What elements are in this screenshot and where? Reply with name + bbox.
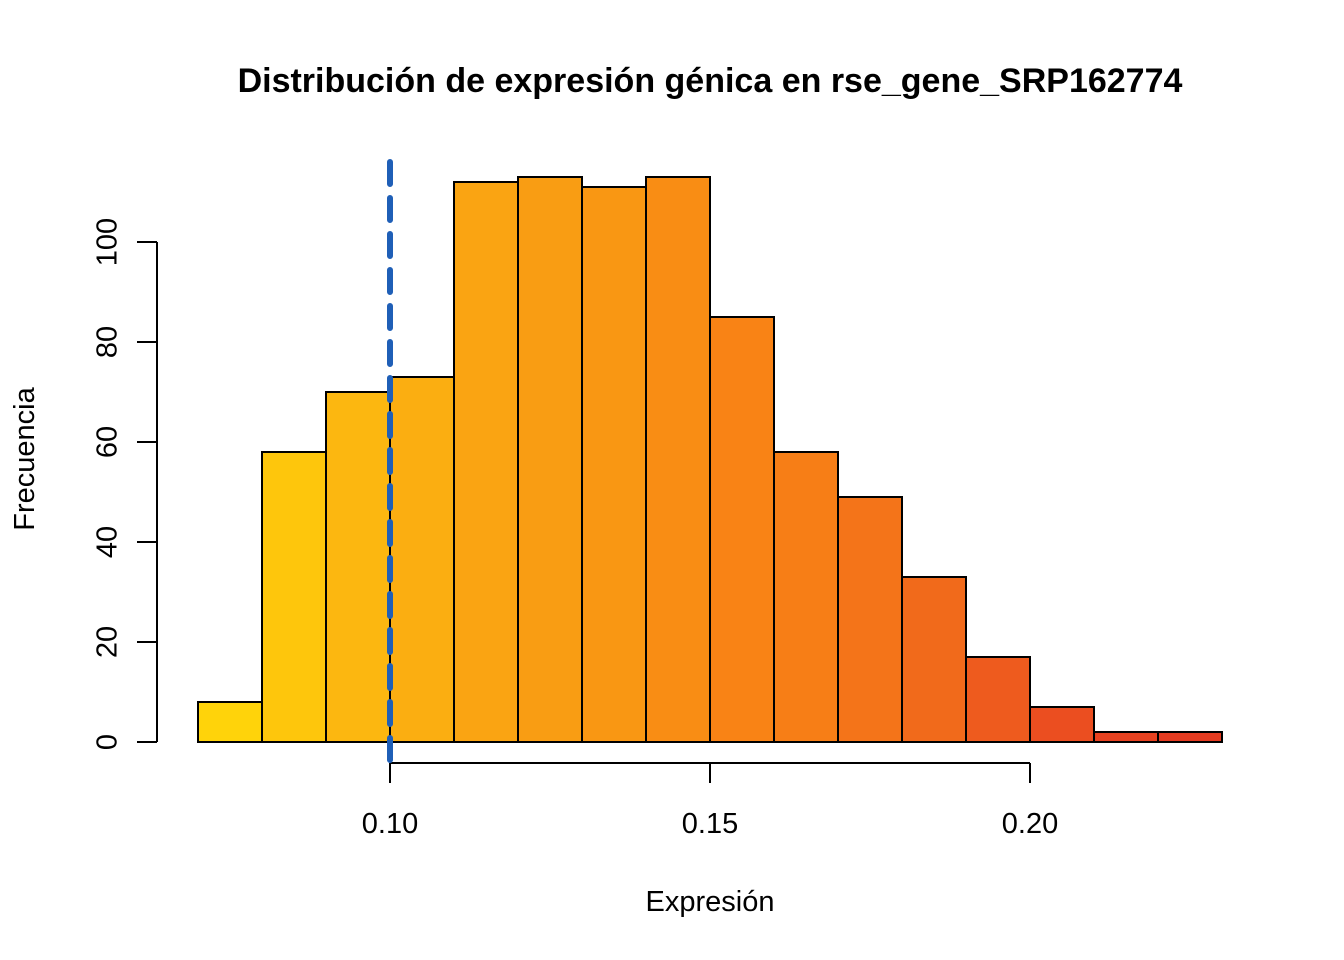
histogram-bar (197, 701, 263, 743)
histogram-bar (517, 176, 583, 743)
histogram-bar (709, 316, 775, 743)
histogram-bar (965, 656, 1031, 743)
y-tick-label: 100 (92, 218, 124, 266)
y-tick-label: 20 (92, 626, 124, 658)
y-tick-label: 80 (92, 326, 124, 358)
histogram-bar (773, 451, 839, 743)
x-tick-label: 0.20 (1002, 808, 1058, 840)
histogram-bar (389, 376, 455, 743)
histogram-bar (1029, 706, 1095, 743)
histogram-bar (837, 496, 903, 743)
bars-layer (197, 176, 1223, 743)
histogram-bar (581, 186, 647, 743)
histogram-bar (1093, 731, 1159, 743)
histogram-bar (901, 576, 967, 743)
histogram-bar (645, 176, 711, 743)
histogram-bar (453, 181, 519, 743)
histogram-bar (1157, 731, 1223, 743)
histogram-bar (261, 451, 327, 743)
histogram-bar (325, 391, 391, 743)
y-tick-label: 0 (92, 734, 124, 750)
x-axis-label: Expresión (646, 886, 775, 918)
y-tick-label: 40 (92, 526, 124, 558)
y-axis-label: Frecuencia (9, 386, 41, 530)
x-tick-label: 0.15 (682, 808, 738, 840)
chart-title: Distribución de expresión génica en rse_… (238, 62, 1183, 100)
axes-layer: 0.10 0.15 0.20 0 20 40 60 80 100 (92, 218, 1059, 840)
x-tick-label: 0.10 (362, 808, 418, 840)
y-tick-label: 60 (92, 426, 124, 458)
